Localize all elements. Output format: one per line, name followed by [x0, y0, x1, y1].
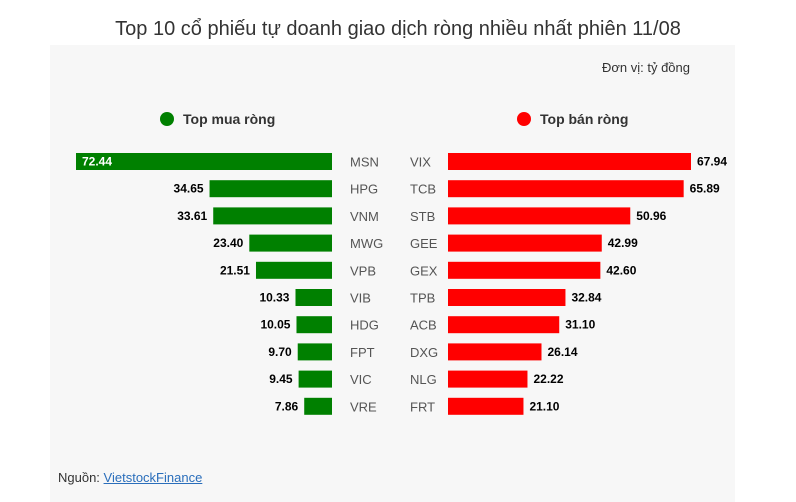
legend-buy: Top mua ròng: [160, 111, 275, 127]
buy-bar: [296, 316, 332, 334]
buy-value-label: 23.40: [213, 236, 243, 250]
sell-value-label: 22.22: [533, 372, 563, 386]
chart-title: Top 10 cổ phiếu tự doanh giao dịch ròng …: [115, 18, 681, 40]
sell-value-label: 32.84: [571, 291, 601, 305]
legend-sell-dot-icon: [517, 112, 531, 126]
buy-value-label: 10.33: [259, 291, 289, 305]
buy-ticker-label: VPB: [350, 263, 376, 278]
sell-value-label: 31.10: [565, 318, 595, 332]
buy-bar: [249, 234, 332, 252]
buy-value-label: 10.05: [260, 318, 290, 332]
sell-ticker-label: GEE: [410, 236, 438, 251]
sell-ticker-label: VIX: [410, 155, 431, 170]
sell-bar: [448, 289, 566, 306]
sell-ticker-label: STB: [410, 209, 435, 224]
buy-ticker-label: VNM: [350, 209, 379, 224]
buy-ticker-label: HDG: [350, 318, 379, 333]
sell-bar: [448, 261, 601, 279]
buy-ticker-label: VIB: [350, 291, 371, 306]
unit-label: Đơn vị: tỷ đồng: [601, 60, 690, 75]
legend-buy-dot-icon: [160, 112, 174, 126]
source-note: Nguồn: VietstockFinance: [58, 470, 202, 485]
legend-buy-label: Top mua ròng: [183, 111, 276, 127]
buy-value-label: 72.44: [82, 155, 112, 169]
buy-ticker-label: VRE: [350, 399, 377, 414]
sell-bar: [448, 316, 560, 334]
buy-ticker-label: MWG: [350, 236, 383, 251]
sell-value-label: 21.10: [529, 399, 559, 413]
buy-bar: [298, 370, 332, 388]
buy-ticker-label: HPG: [350, 182, 378, 197]
sell-value-label: 42.60: [606, 263, 636, 277]
legend-sell-label: Top bán ròng: [540, 111, 629, 127]
sell-bar: [448, 180, 684, 198]
sell-value-label: 67.94: [697, 155, 727, 169]
legend-sell: Top bán ròng: [517, 111, 628, 127]
buy-bar: [255, 261, 332, 279]
buy-value-label: 9.70: [268, 345, 292, 359]
sell-ticker-label: TCB: [410, 182, 436, 197]
buy-value-label: 9.45: [269, 372, 293, 386]
buy-bar: [213, 207, 332, 225]
sell-bar: [448, 207, 631, 225]
sell-bar: [448, 397, 524, 415]
sell-bar: [448, 153, 691, 170]
source-prefix: Nguồn:: [58, 470, 104, 485]
chart-panel: Đơn vị: tỷ đồng Top mua ròng Top bán ròn…: [50, 45, 735, 502]
buy-value-label: 21.51: [220, 263, 250, 277]
buy-bar: [304, 397, 332, 415]
sell-bar: [448, 234, 602, 252]
source-link[interactable]: VietstockFinance: [103, 470, 203, 485]
buy-bar: [295, 289, 332, 306]
sell-ticker-label: ACB: [410, 318, 437, 333]
buy-value-label: 7.86: [275, 399, 299, 413]
buy-ticker-label: FPT: [350, 345, 375, 360]
buy-value-label: 33.61: [177, 209, 207, 223]
sell-ticker-label: GEX: [410, 263, 438, 278]
sell-ticker-label: NLG: [410, 372, 437, 387]
sell-value-label: 65.89: [690, 182, 720, 196]
buy-value-label: 34.65: [174, 182, 204, 196]
buy-ticker-label: MSN: [350, 155, 379, 170]
sell-value-label: 26.14: [547, 345, 577, 359]
buy-bar: [76, 153, 332, 170]
sell-bar: [448, 370, 528, 388]
sell-ticker-label: FRT: [410, 399, 435, 414]
buy-ticker-label: VIC: [350, 372, 372, 387]
buy-bar: [297, 343, 332, 361]
sell-value-label: 42.99: [608, 236, 638, 250]
sell-ticker-label: TPB: [410, 291, 435, 306]
buy-bar: [209, 180, 332, 198]
sell-value-label: 50.96: [636, 209, 666, 223]
sell-bar: [448, 343, 542, 361]
sell-ticker-label: DXG: [410, 345, 438, 360]
